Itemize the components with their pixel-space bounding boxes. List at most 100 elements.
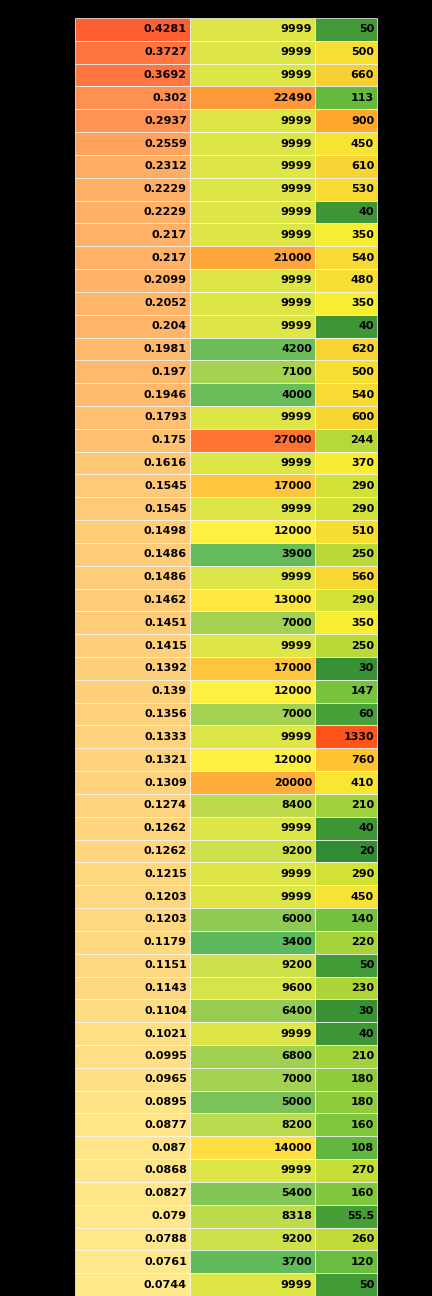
- Text: 0.2229: 0.2229: [144, 184, 187, 194]
- Bar: [75, 498, 190, 520]
- Text: 290: 290: [351, 595, 374, 605]
- Text: 560: 560: [351, 572, 374, 582]
- Text: 0.1309: 0.1309: [144, 778, 187, 788]
- Bar: [190, 634, 315, 657]
- Bar: [315, 87, 377, 109]
- Bar: [190, 246, 315, 270]
- Text: 5000: 5000: [282, 1096, 312, 1107]
- Bar: [190, 360, 315, 384]
- Text: 450: 450: [351, 892, 374, 902]
- Text: 160: 160: [351, 1120, 374, 1130]
- Bar: [315, 1045, 377, 1068]
- Text: 0.1486: 0.1486: [144, 550, 187, 560]
- Text: 9999: 9999: [280, 184, 312, 194]
- Text: 60: 60: [359, 709, 374, 719]
- Text: 0.175: 0.175: [152, 435, 187, 446]
- Bar: [190, 588, 315, 612]
- Text: 0.1392: 0.1392: [144, 664, 187, 674]
- Text: 9999: 9999: [280, 823, 312, 833]
- Text: 180: 180: [351, 1074, 374, 1085]
- Bar: [75, 429, 190, 451]
- Bar: [315, 634, 377, 657]
- Text: 0.2099: 0.2099: [144, 276, 187, 285]
- Bar: [75, 702, 190, 726]
- Bar: [75, 999, 190, 1023]
- Bar: [190, 498, 315, 520]
- Text: 0.0965: 0.0965: [144, 1074, 187, 1085]
- Bar: [190, 680, 315, 702]
- Bar: [75, 406, 190, 429]
- Bar: [315, 1227, 377, 1251]
- Text: 480: 480: [351, 276, 374, 285]
- Text: 9999: 9999: [280, 321, 312, 330]
- Text: 900: 900: [351, 115, 374, 126]
- Text: 17000: 17000: [273, 481, 312, 491]
- Bar: [190, 1205, 315, 1227]
- Bar: [315, 566, 377, 588]
- Text: 0.1143: 0.1143: [144, 982, 187, 993]
- Text: 0.079: 0.079: [152, 1212, 187, 1221]
- Text: 0.1415: 0.1415: [144, 640, 187, 651]
- Text: 17000: 17000: [273, 664, 312, 674]
- Bar: [190, 178, 315, 201]
- Bar: [315, 270, 377, 292]
- Text: 0.1486: 0.1486: [144, 572, 187, 582]
- Text: 4000: 4000: [281, 390, 312, 399]
- Text: 350: 350: [351, 618, 374, 627]
- Bar: [190, 429, 315, 451]
- Text: 9999: 9999: [280, 1165, 312, 1175]
- Bar: [75, 976, 190, 999]
- Bar: [315, 1068, 377, 1091]
- Text: 9200: 9200: [281, 846, 312, 855]
- Bar: [315, 474, 377, 498]
- Bar: [190, 1273, 315, 1296]
- Bar: [315, 954, 377, 976]
- Bar: [315, 132, 377, 156]
- Text: 260: 260: [351, 1234, 374, 1244]
- Bar: [190, 87, 315, 109]
- Text: 9999: 9999: [280, 892, 312, 902]
- Text: 9999: 9999: [280, 139, 312, 149]
- Bar: [315, 64, 377, 87]
- Bar: [315, 816, 377, 840]
- Text: 9600: 9600: [281, 982, 312, 993]
- Bar: [315, 498, 377, 520]
- Bar: [315, 1182, 377, 1205]
- Bar: [190, 270, 315, 292]
- Text: 0.1203: 0.1203: [144, 915, 187, 924]
- Bar: [75, 1205, 190, 1227]
- Text: 9999: 9999: [280, 1029, 312, 1038]
- Bar: [190, 657, 315, 680]
- Bar: [315, 1159, 377, 1182]
- Bar: [190, 156, 315, 178]
- Bar: [190, 748, 315, 771]
- Text: 0.4281: 0.4281: [144, 25, 187, 35]
- Text: 0.302: 0.302: [152, 93, 187, 102]
- Bar: [190, 1045, 315, 1068]
- Text: 0.0788: 0.0788: [144, 1234, 187, 1244]
- Text: 0.217: 0.217: [152, 253, 187, 263]
- Bar: [75, 954, 190, 976]
- Bar: [190, 999, 315, 1023]
- Text: 9200: 9200: [281, 960, 312, 971]
- Bar: [315, 109, 377, 132]
- Text: 0.3692: 0.3692: [144, 70, 187, 80]
- Bar: [75, 1159, 190, 1182]
- Bar: [75, 840, 190, 862]
- Text: 3700: 3700: [281, 1257, 312, 1266]
- Text: 9999: 9999: [280, 115, 312, 126]
- Bar: [75, 1045, 190, 1068]
- Bar: [75, 1273, 190, 1296]
- Bar: [75, 794, 190, 816]
- Bar: [315, 794, 377, 816]
- Bar: [315, 862, 377, 885]
- Text: 0.1151: 0.1151: [144, 960, 187, 971]
- Bar: [315, 429, 377, 451]
- Bar: [190, 816, 315, 840]
- Bar: [75, 862, 190, 885]
- Bar: [75, 908, 190, 931]
- Text: 410: 410: [351, 778, 374, 788]
- Text: 14000: 14000: [273, 1143, 312, 1152]
- Text: 50: 50: [359, 25, 374, 35]
- Text: 7100: 7100: [281, 367, 312, 377]
